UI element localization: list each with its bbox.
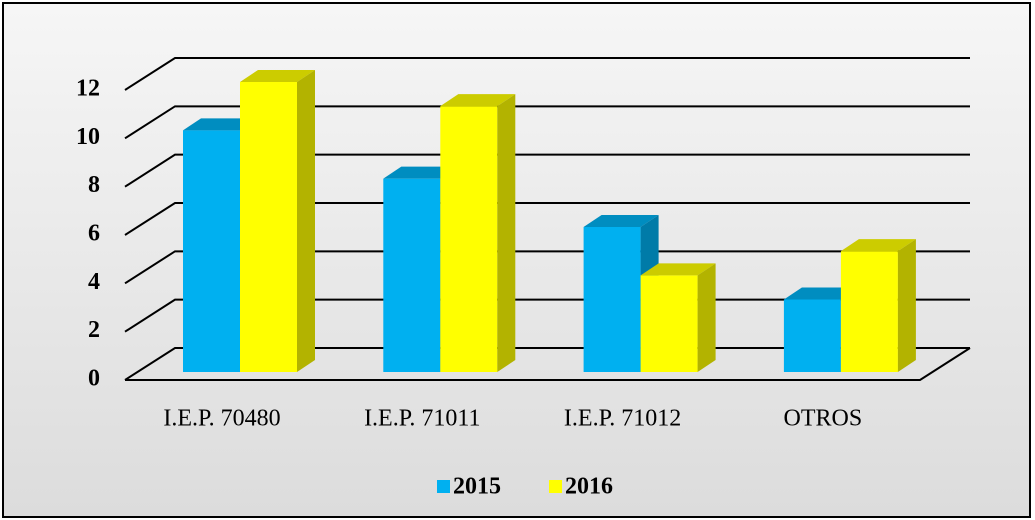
bar-side (897, 239, 916, 372)
y-tick-label: 10 (76, 124, 100, 150)
y-tick-label: 12 (76, 76, 100, 102)
legend-swatch (549, 480, 562, 493)
bar-top (640, 263, 716, 276)
bar-top (383, 166, 459, 179)
bar-top (783, 287, 859, 300)
bar-top (840, 239, 916, 252)
bar-side (497, 94, 516, 373)
legend-swatch (437, 480, 450, 493)
grid-line (124, 250, 970, 285)
bar (583, 227, 641, 372)
x-tick-label: I.E.P. 71011 (364, 406, 480, 432)
legend-label: 2016 (565, 474, 613, 500)
x-tick-label: OTROS (784, 406, 863, 432)
y-tick-label: 0 (88, 366, 100, 392)
bar (183, 130, 240, 372)
x-tick-label: I.E.P. 71012 (564, 406, 681, 432)
grid-line (124, 57, 970, 91)
bar-top (440, 94, 516, 107)
bar-side (297, 70, 315, 372)
bar-side (697, 263, 716, 372)
grid-line (124, 153, 970, 188)
grid-line (124, 202, 970, 236)
x-tick-label: I.E.P. 70480 (163, 406, 280, 432)
y-tick-label: 6 (88, 221, 100, 247)
bar (783, 299, 841, 372)
legend-label: 2015 (453, 474, 501, 500)
bar (640, 275, 698, 372)
bar (840, 251, 898, 372)
bar (440, 106, 498, 373)
y-tick-label: 8 (88, 172, 100, 198)
bar-top (240, 70, 315, 82)
grid-line (124, 105, 970, 140)
bar (383, 178, 441, 372)
bar-top (583, 215, 659, 227)
bar (240, 82, 297, 372)
y-tick-label: 2 (88, 317, 100, 343)
floor-edge (125, 347, 971, 381)
y-tick-label: 4 (88, 269, 100, 295)
bar-top (183, 118, 258, 131)
